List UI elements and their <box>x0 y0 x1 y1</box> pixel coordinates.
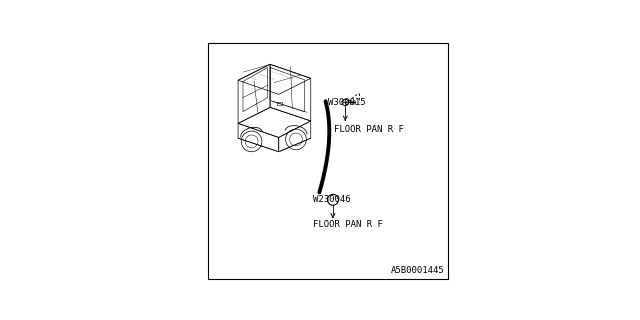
Text: A5B0001445: A5B0001445 <box>391 266 445 275</box>
Text: W230046: W230046 <box>313 195 351 204</box>
Text: FLOOR PAN R F: FLOOR PAN R F <box>313 220 383 229</box>
Bar <box>278 102 282 105</box>
Text: FLOOR PAN R F: FLOOR PAN R F <box>334 125 404 134</box>
Text: W300015: W300015 <box>328 98 365 107</box>
